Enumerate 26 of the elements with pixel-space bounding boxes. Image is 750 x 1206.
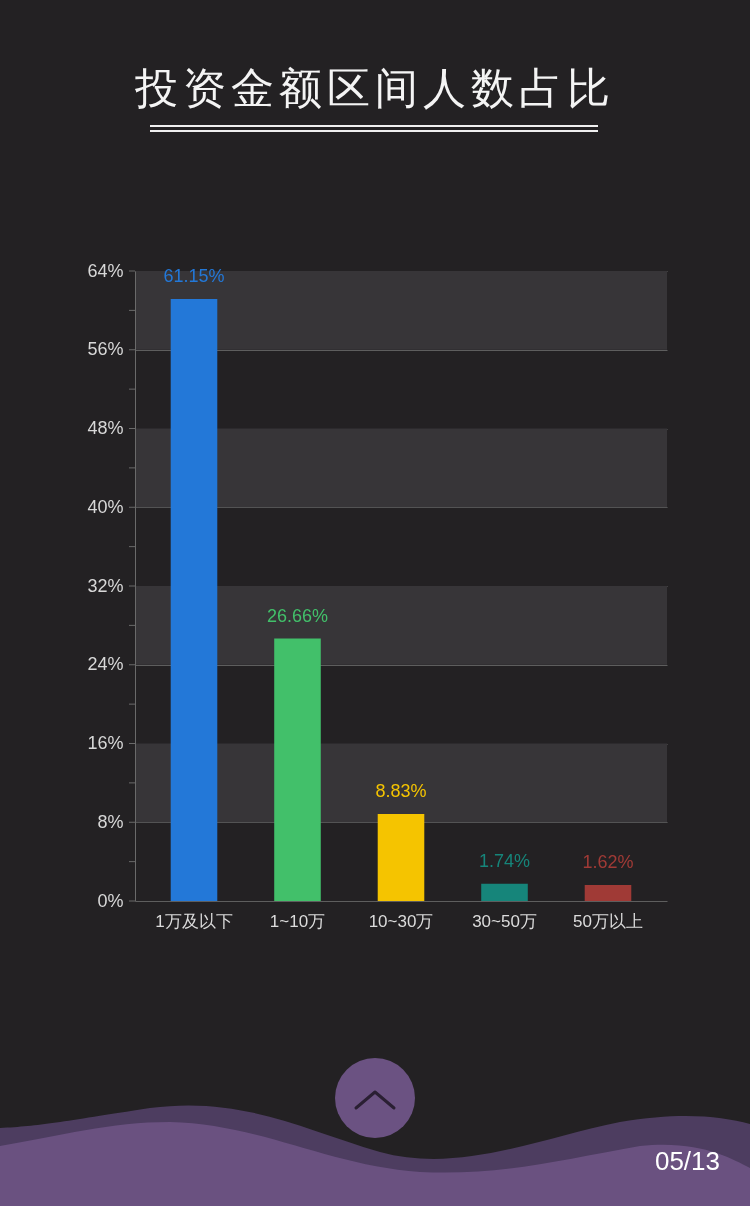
x-tick-label: 10~30万 bbox=[368, 911, 434, 931]
chart-title: 投资金额区间人数占比 bbox=[134, 63, 616, 114]
bar bbox=[170, 299, 218, 901]
y-tick-label: 16% bbox=[87, 733, 124, 753]
y-tick-label: 64% bbox=[87, 260, 124, 281]
bar bbox=[584, 885, 632, 901]
data-label: 1.74% bbox=[478, 850, 531, 871]
y-tick-label: 0% bbox=[97, 890, 124, 911]
y-tick-label: 56% bbox=[87, 339, 124, 360]
y-tick-label: 24% bbox=[87, 654, 124, 675]
y-tick-label: 8% bbox=[97, 811, 124, 832]
bar bbox=[481, 883, 528, 901]
x-tick-label: 1万及以下 bbox=[155, 911, 233, 931]
y-tick-label: 40% bbox=[87, 496, 124, 517]
text: 05/13 bbox=[654, 1146, 720, 1177]
data-label: 1.62% bbox=[582, 852, 634, 873]
x-tick-label: 30~50万 bbox=[472, 911, 537, 931]
y-tick-label: 48% bbox=[87, 418, 124, 438]
bar bbox=[274, 638, 321, 901]
data-label: 8.83% bbox=[375, 781, 427, 802]
x-tick-label: 1~10万 bbox=[269, 911, 326, 931]
y-tick-label: 32% bbox=[87, 575, 124, 596]
bar bbox=[377, 814, 425, 901]
data-label: 26.66% bbox=[266, 605, 329, 626]
x-tick-label: 50万以上 bbox=[573, 911, 643, 931]
data-label: 61.15% bbox=[163, 266, 225, 287]
